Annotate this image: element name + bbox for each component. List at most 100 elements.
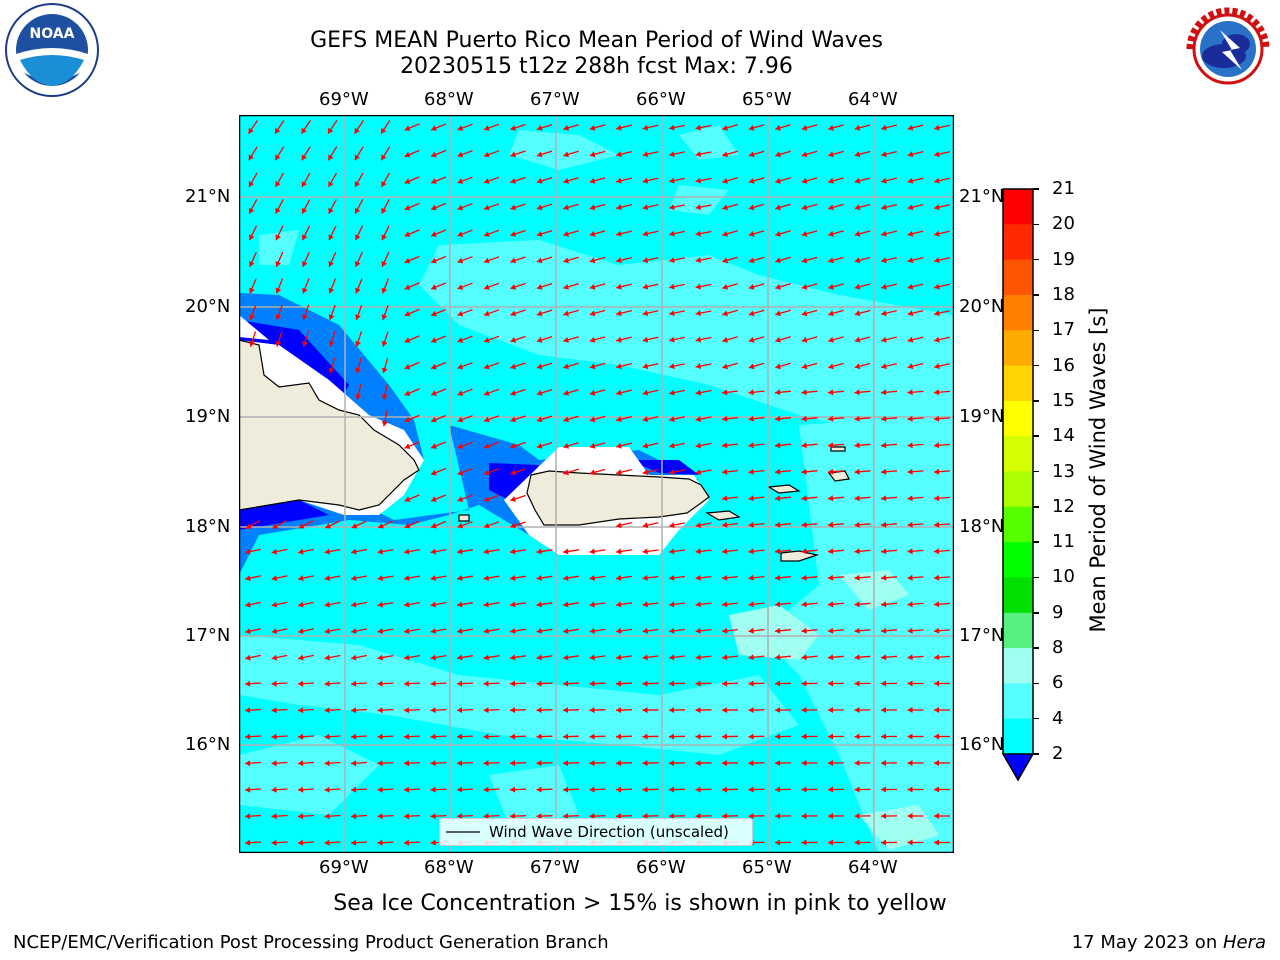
wind-wave-arrowhead [907,283,914,290]
wind-wave-arrowhead [457,443,464,449]
wind-wave-arrowhead [275,154,281,161]
wind-wave-arrowhead [404,231,411,237]
wind-wave-arrowhead [484,363,490,370]
wind-wave-arrowhead [828,124,834,131]
wind-wave-arrowhead [695,601,701,608]
wind-wave-arrowhead [324,760,330,767]
wind-wave-arrowhead [748,125,755,131]
wind-wave-arrowhead [457,813,463,820]
wind-wave-arrowhead [483,680,489,687]
wind-wave-arrowhead [934,415,940,422]
wind-wave-arrowhead [934,707,939,713]
wind-wave-arrowhead [775,230,781,237]
wind-wave-arrowhead [404,390,411,396]
wind-wave-arrowhead [934,468,940,475]
wind-wave-arrowhead [828,389,834,396]
wind-wave-arrowhead [328,234,334,241]
wind-wave-arrowhead [801,521,807,528]
wind-wave-arrowhead [355,340,361,347]
wind-wave-arrowhead [695,310,702,316]
wind-wave-arrowhead [354,127,360,134]
wind-wave-arrowhead [854,283,861,290]
wind-wave-arrowhead [457,760,463,767]
wind-wave-arrowhead [430,628,437,634]
lat-tick-left: 16°N [185,734,231,755]
wind-wave-arrowhead [328,154,334,161]
wind-wave-arrowhead [431,416,437,423]
wind-wave-arrowhead [351,707,357,714]
wind-wave-arrowhead [828,839,833,846]
wind-wave-arrowhead [536,151,543,158]
wind-wave-arrowhead [431,496,437,502]
wind-wave-arrowhead [298,760,304,767]
legend-label: Wind Wave Direction (unscaled) [489,823,729,841]
colorbar-swatch [1003,612,1033,649]
wind-wave-arrowhead [275,287,282,294]
wind-wave-arrowhead [828,177,834,184]
wind-wave-arrowhead [642,124,649,131]
wind-wave-arrowhead [854,521,860,528]
wind-wave-arrowhead [642,522,649,529]
colorbar-tick-label: 6 [1052,672,1064,694]
colorbar-swatch [1003,577,1033,614]
wind-wave-arrowhead [695,813,701,820]
wind-wave-arrowhead [722,548,728,555]
wind-wave-arrowhead [907,521,913,528]
wind-wave-arrowhead [536,733,542,740]
wind-wave-arrowhead [801,760,807,766]
wind-wave-arrowhead [748,151,755,158]
wind-wave-arrowhead [510,786,516,793]
wind-wave-arrowhead [563,469,569,476]
wind-wave-arrowhead [301,127,307,134]
wind-wave-arrowhead [669,680,675,687]
wind-wave-arrowhead [351,786,357,793]
colorbar-tick-label: 11 [1052,531,1075,553]
wind-wave-arrowhead [536,416,543,423]
wind-wave-arrowhead [484,390,490,396]
wind-wave-arrowhead [616,204,622,211]
wind-wave-arrowhead [589,813,595,820]
nws-logo [1178,0,1278,98]
svg-text:NOAA: NOAA [30,26,75,42]
wind-wave-arrowhead [271,601,278,608]
wind-wave-arrowhead [616,283,622,290]
wind-wave-arrowhead [271,839,277,846]
wind-wave-arrowhead [616,548,622,555]
wind-wave-arrowhead [801,177,808,184]
wind-wave-arrowhead [404,522,411,529]
wind-wave-arrowhead [854,124,861,131]
wind-wave-arrowhead [934,521,940,528]
wind-wave-arrowhead [934,283,940,290]
wind-wave-arrowhead [355,394,362,400]
wind-wave-arrowhead [510,548,516,555]
wind-wave-arrowhead [669,733,675,740]
wind-wave-arrowhead [695,548,701,555]
wind-wave-arrowhead [748,495,754,502]
wind-wave-arrowhead [589,416,596,423]
wind-wave-arrowhead [801,680,807,687]
wind-wave-arrowhead [828,521,834,528]
colorbar-tick-label: 15 [1052,389,1075,411]
wind-wave-arrowhead [775,389,781,396]
wind-wave-arrowhead [430,601,437,608]
wind-wave-arrowhead [563,363,569,370]
wind-wave-arrowhead [695,257,702,263]
wind-wave-arrowhead [695,680,701,687]
wind-wave-arrowhead [404,601,410,608]
wind-wave-arrowhead [324,548,331,555]
wind-wave-arrowhead [510,522,517,529]
wind-wave-arrowhead [536,204,543,211]
wind-wave-arrowhead [483,733,489,740]
wind-wave-arrowhead [484,416,490,423]
wind-wave-arrowhead [934,257,940,264]
wind-wave-arrowhead [510,363,517,370]
wind-wave-arrowhead [351,654,357,661]
wind-wave-arrowhead [695,151,702,157]
colorbar-tick-mark [1033,541,1039,543]
wind-wave-arrowhead [430,733,436,740]
chart-title: GEFS MEAN Puerto Rico Mean Period of Win… [310,28,883,53]
wind-wave-arrowhead [536,363,543,370]
wind-wave-arrowhead [328,314,335,320]
wind-wave-arrowhead [249,314,255,320]
wind-wave-arrowhead [275,234,281,241]
